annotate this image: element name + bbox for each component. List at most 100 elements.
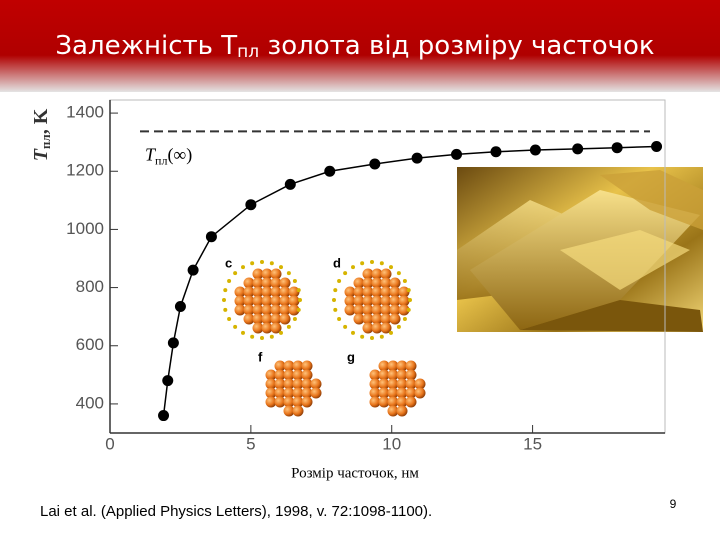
shell-atom bbox=[296, 288, 301, 293]
shell-atom bbox=[360, 261, 365, 266]
atom bbox=[371, 295, 383, 307]
shell-atom bbox=[286, 271, 291, 276]
atom bbox=[362, 304, 374, 316]
atom bbox=[380, 313, 392, 325]
atom bbox=[371, 304, 383, 316]
atom bbox=[301, 378, 313, 390]
atom bbox=[387, 360, 399, 372]
atom bbox=[380, 322, 392, 334]
atom bbox=[279, 286, 291, 298]
shell-atom bbox=[343, 271, 348, 276]
shell-atom bbox=[370, 336, 374, 340]
shell-atom bbox=[389, 330, 393, 335]
data-point bbox=[369, 158, 381, 170]
atom bbox=[261, 286, 273, 298]
atom bbox=[353, 295, 365, 307]
atom bbox=[265, 378, 277, 390]
atom bbox=[353, 277, 365, 289]
shell-atom bbox=[227, 279, 232, 283]
data-point bbox=[451, 148, 463, 160]
atom bbox=[369, 396, 381, 408]
atom bbox=[234, 295, 246, 307]
shell-atom bbox=[408, 298, 412, 302]
atom bbox=[292, 405, 304, 417]
atom bbox=[396, 396, 408, 408]
atom bbox=[362, 322, 374, 334]
atom bbox=[270, 277, 282, 289]
atom bbox=[261, 295, 273, 307]
panel-label: c bbox=[225, 255, 232, 270]
atom bbox=[387, 369, 399, 381]
atom bbox=[378, 360, 390, 372]
atom bbox=[405, 387, 417, 399]
atom bbox=[344, 304, 356, 316]
y-tick-label: 1000 bbox=[66, 219, 104, 238]
atom bbox=[261, 304, 273, 316]
atom bbox=[252, 304, 264, 316]
atom bbox=[270, 268, 282, 280]
atom bbox=[270, 286, 282, 298]
data-point bbox=[162, 375, 174, 387]
atom bbox=[380, 295, 392, 307]
atom bbox=[301, 387, 313, 399]
data-point bbox=[572, 143, 584, 155]
atom bbox=[243, 304, 255, 316]
shell-atom bbox=[406, 288, 411, 293]
atom bbox=[362, 277, 374, 289]
atom bbox=[378, 369, 390, 381]
shell-atom bbox=[292, 279, 297, 283]
atom bbox=[243, 295, 255, 307]
atom bbox=[243, 313, 255, 325]
atom bbox=[292, 360, 304, 372]
atom bbox=[396, 360, 408, 372]
shell-atom bbox=[260, 336, 264, 340]
atom bbox=[261, 268, 273, 280]
atom bbox=[405, 396, 417, 408]
atom bbox=[398, 295, 410, 307]
atom bbox=[279, 277, 291, 289]
atom bbox=[243, 277, 255, 289]
y-tick-label: 800 bbox=[76, 277, 104, 296]
atom bbox=[396, 387, 408, 399]
data-point bbox=[529, 144, 541, 156]
page-number: 9 bbox=[670, 497, 677, 511]
atom bbox=[389, 295, 401, 307]
shell-atom bbox=[351, 330, 355, 335]
atom bbox=[353, 313, 365, 325]
data-point bbox=[158, 410, 170, 422]
reference-label: Tпл(∞) bbox=[145, 145, 192, 168]
atom bbox=[380, 277, 392, 289]
shell-atom bbox=[389, 265, 393, 270]
atom bbox=[387, 378, 399, 390]
shell-atom bbox=[279, 265, 283, 270]
atom bbox=[369, 387, 381, 399]
atom bbox=[369, 369, 381, 381]
shell-atom bbox=[298, 298, 302, 302]
panel-label: f bbox=[258, 349, 263, 364]
atom bbox=[252, 295, 264, 307]
shell-atom bbox=[402, 279, 407, 283]
shell-atom bbox=[227, 317, 232, 321]
atom bbox=[261, 277, 273, 289]
atom bbox=[380, 286, 392, 298]
data-point bbox=[284, 178, 296, 190]
shell-atom bbox=[337, 317, 342, 321]
y-tick-label: 600 bbox=[76, 335, 104, 354]
data-point bbox=[651, 141, 663, 153]
atom bbox=[279, 295, 291, 307]
atom bbox=[344, 295, 356, 307]
y-tick-label: 1200 bbox=[66, 161, 104, 180]
atom bbox=[274, 378, 286, 390]
shell-atom bbox=[250, 261, 255, 266]
citation: Lai et al. (Applied Physics Letters), 19… bbox=[40, 503, 432, 520]
shell-atom bbox=[396, 324, 401, 329]
atom bbox=[279, 304, 291, 316]
shell-atom bbox=[296, 307, 301, 312]
atom bbox=[398, 304, 410, 316]
atom bbox=[378, 387, 390, 399]
atom bbox=[405, 378, 417, 390]
shell-atom bbox=[269, 261, 274, 266]
atom bbox=[380, 268, 392, 280]
atom bbox=[270, 295, 282, 307]
